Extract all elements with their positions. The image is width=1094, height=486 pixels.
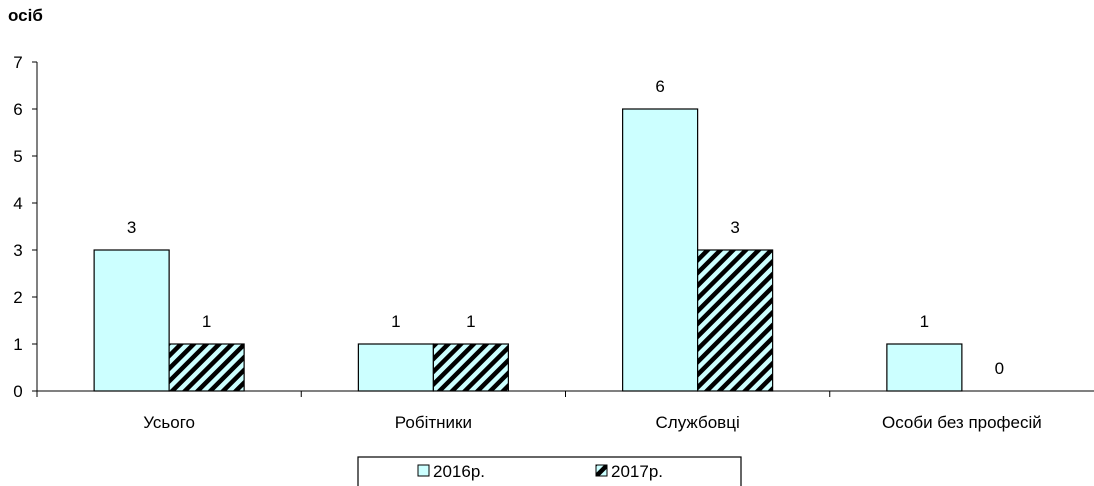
x-tick-label: Усього: [143, 413, 195, 432]
y-tick-label: 5: [13, 147, 22, 166]
chart-axes: 0 1 2 3 4 5 6 7 Усього Робітники Службовці Особи бе…: [13, 53, 1094, 432]
data-label: 1: [202, 312, 211, 331]
y-tick-label: 7: [13, 53, 22, 72]
bar: [697, 249, 774, 392]
data-label: 1: [466, 312, 475, 331]
bar: [357, 343, 434, 392]
chart-bars: [93, 108, 963, 392]
legend-label: 2016р.: [433, 462, 485, 481]
y-tick-label: 3: [13, 241, 22, 260]
y-tick-label: 2: [13, 288, 22, 307]
data-label: 1: [920, 312, 929, 331]
bar: [886, 343, 963, 392]
data-label: 3: [730, 218, 739, 237]
y-tick-label: 6: [13, 100, 22, 119]
bar: [622, 108, 699, 392]
x-tick-label: Робітники: [395, 413, 472, 432]
legend-swatch: [595, 464, 608, 477]
bar: [93, 249, 170, 392]
data-label: 0: [995, 359, 1004, 378]
x-tick-label: Службовці: [656, 413, 740, 432]
y-tick-label: 4: [13, 194, 22, 213]
bar: [432, 343, 509, 392]
legend-label: 2017р.: [611, 462, 663, 481]
y-axis-unit-label: осіб: [8, 6, 43, 25]
legend-swatch: [417, 464, 430, 477]
data-label: 1: [391, 312, 400, 331]
data-label: 3: [127, 218, 136, 237]
chart-legend: 2016р. 2017р.: [357, 456, 742, 486]
x-tick-label: Особи без професій: [882, 413, 1042, 432]
y-tick-label: 0: [13, 382, 22, 401]
bar: [168, 343, 245, 392]
legend-box: [357, 456, 742, 486]
data-label: 6: [655, 77, 664, 96]
y-tick-label: 1: [13, 335, 22, 354]
